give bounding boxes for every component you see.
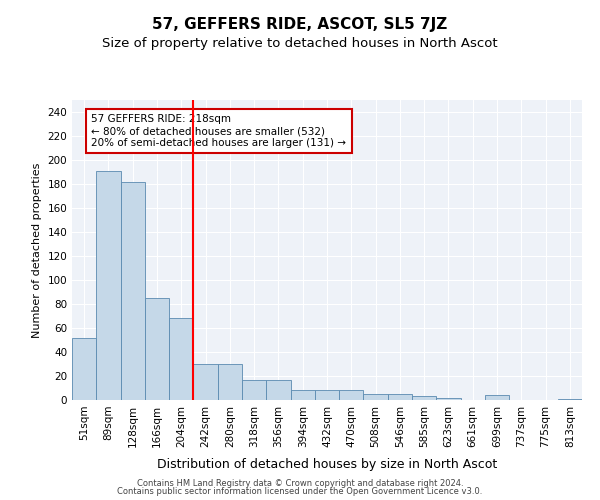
Bar: [388, 394, 412, 400]
Bar: [145, 298, 169, 400]
Bar: [364, 394, 388, 400]
Bar: [315, 390, 339, 400]
Bar: [193, 364, 218, 400]
Text: 57 GEFFERS RIDE: 218sqm
← 80% of detached houses are smaller (532)
20% of semi-d: 57 GEFFERS RIDE: 218sqm ← 80% of detache…: [91, 114, 346, 148]
Bar: [436, 398, 461, 400]
Text: Contains HM Land Registry data © Crown copyright and database right 2024.: Contains HM Land Registry data © Crown c…: [137, 478, 463, 488]
Bar: [558, 399, 582, 400]
Bar: [412, 396, 436, 400]
Bar: [96, 171, 121, 400]
Bar: [169, 318, 193, 400]
Text: Contains public sector information licensed under the Open Government Licence v3: Contains public sector information licen…: [118, 487, 482, 496]
Text: Size of property relative to detached houses in North Ascot: Size of property relative to detached ho…: [102, 38, 498, 51]
Bar: [485, 395, 509, 400]
Bar: [218, 364, 242, 400]
Text: 57, GEFFERS RIDE, ASCOT, SL5 7JZ: 57, GEFFERS RIDE, ASCOT, SL5 7JZ: [152, 18, 448, 32]
Bar: [242, 380, 266, 400]
Bar: [72, 338, 96, 400]
Bar: [266, 380, 290, 400]
Bar: [121, 182, 145, 400]
Bar: [290, 390, 315, 400]
Y-axis label: Number of detached properties: Number of detached properties: [32, 162, 42, 338]
X-axis label: Distribution of detached houses by size in North Ascot: Distribution of detached houses by size …: [157, 458, 497, 471]
Bar: [339, 390, 364, 400]
